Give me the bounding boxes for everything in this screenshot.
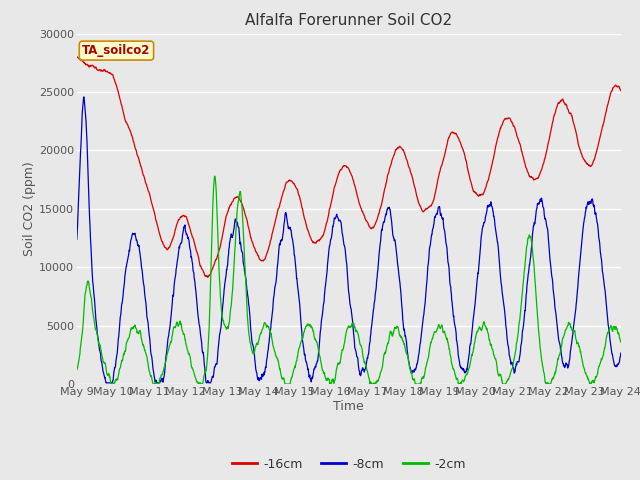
Y-axis label: Soil CO2 (ppm): Soil CO2 (ppm) [23, 161, 36, 256]
Title: Alfalfa Forerunner Soil CO2: Alfalfa Forerunner Soil CO2 [245, 13, 452, 28]
Legend: -16cm, -8cm, -2cm: -16cm, -8cm, -2cm [227, 453, 470, 476]
X-axis label: Time: Time [333, 399, 364, 412]
Text: TA_soilco2: TA_soilco2 [82, 44, 150, 57]
